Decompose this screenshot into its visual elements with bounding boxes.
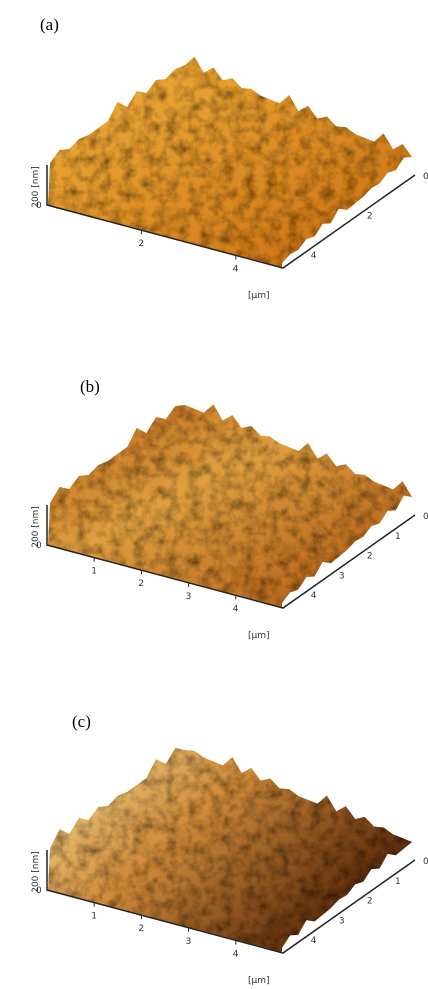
y-tick-label: 0 bbox=[423, 512, 428, 522]
x-tick-label: 4 bbox=[233, 264, 239, 274]
y-tick-label: 3 bbox=[339, 916, 345, 926]
y-tick-label: 1 bbox=[395, 532, 401, 542]
z-zero-label: 0 bbox=[36, 541, 42, 551]
z-zero-label: 0 bbox=[36, 886, 42, 896]
y-tick-label: 2 bbox=[367, 552, 373, 562]
surface bbox=[48, 57, 412, 267]
x-tick-label: 2 bbox=[138, 239, 144, 249]
y-tick-label: 3 bbox=[339, 571, 345, 581]
x-tick-label: 4 bbox=[233, 604, 239, 614]
unit-label: [µm] bbox=[248, 291, 270, 301]
y-tick-label: 0 bbox=[423, 857, 428, 867]
z-zero-label: 0 bbox=[36, 201, 42, 211]
y-tick-label: 4 bbox=[311, 591, 317, 601]
y-tick-label: 0 bbox=[423, 172, 428, 182]
panel-label: (b) bbox=[80, 377, 100, 396]
x-tick-label: 3 bbox=[186, 937, 192, 947]
x-tick-label: 2 bbox=[138, 579, 144, 589]
surface bbox=[48, 405, 412, 608]
panel-label: (c) bbox=[72, 712, 91, 731]
x-tick-label: 1 bbox=[91, 912, 97, 922]
y-tick-label: 2 bbox=[367, 897, 373, 907]
y-tick-label: 4 bbox=[311, 251, 317, 261]
y-tick-label: 4 bbox=[311, 936, 317, 946]
x-tick-label: 3 bbox=[186, 592, 192, 602]
x-tick-label: 4 bbox=[233, 949, 239, 959]
y-tick-label: 2 bbox=[367, 212, 373, 222]
x-tick-label: 2 bbox=[138, 924, 144, 934]
unit-label: [µm] bbox=[248, 631, 270, 641]
y-tick-label: 1 bbox=[395, 877, 401, 887]
surface bbox=[48, 748, 412, 952]
panel-label: (a) bbox=[40, 15, 59, 34]
afm-figure: (a)200 [nm]024024[µm](b)200 [nm]01234012… bbox=[0, 0, 428, 989]
x-tick-label: 1 bbox=[91, 567, 97, 577]
unit-label: [µm] bbox=[248, 976, 270, 986]
